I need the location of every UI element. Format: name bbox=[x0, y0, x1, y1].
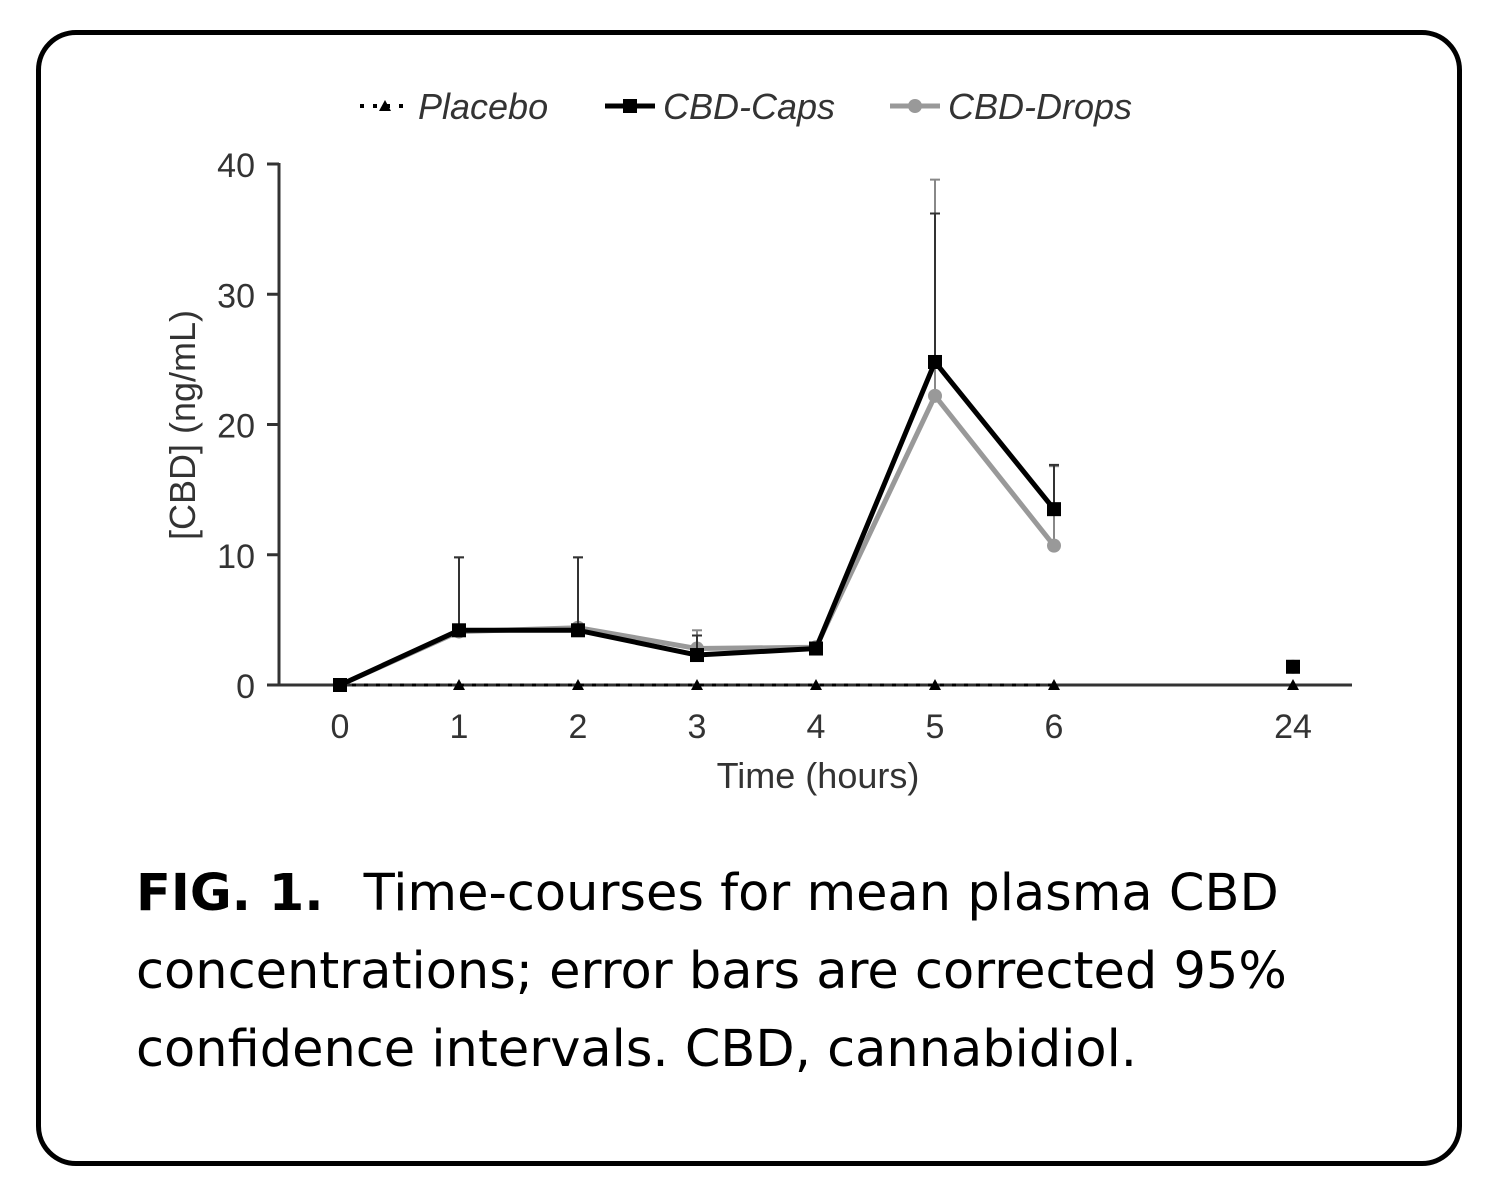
series-cbd-caps bbox=[333, 212, 1300, 692]
x-tick-label: 6 bbox=[1045, 708, 1064, 746]
data-point bbox=[928, 388, 942, 403]
x-tick-label: 5 bbox=[926, 708, 945, 746]
legend-label: CBD-Caps bbox=[663, 86, 835, 127]
x-tick-label: 3 bbox=[688, 708, 707, 746]
legend-label: CBD-Drops bbox=[948, 86, 1132, 127]
y-tick-label: 40 bbox=[217, 147, 255, 185]
legend-item-placebo: Placebo bbox=[360, 86, 548, 127]
y-tick-label: 10 bbox=[217, 538, 255, 576]
data-point bbox=[1048, 679, 1060, 690]
series-cbd-drops bbox=[333, 178, 1300, 692]
data-point bbox=[453, 679, 465, 690]
figure-caption: FIG. 1. Time-courses for mean plasma CBD … bbox=[136, 855, 1336, 1089]
data-point bbox=[1047, 538, 1061, 553]
legend-label: Placebo bbox=[418, 86, 548, 127]
data-point bbox=[929, 679, 941, 690]
legend-item-cbd-drops: CBD-Drops bbox=[890, 86, 1132, 127]
x-tick-label: 0 bbox=[331, 708, 350, 746]
chart-axes bbox=[277, 163, 1352, 687]
x-tick-label: 4 bbox=[807, 708, 826, 746]
data-point bbox=[1047, 502, 1061, 517]
data-point bbox=[1287, 679, 1299, 690]
data-point bbox=[452, 623, 466, 638]
legend-swatch-marker bbox=[623, 99, 637, 113]
data-point bbox=[928, 354, 942, 369]
series-placebo bbox=[334, 679, 1299, 690]
data-point bbox=[691, 679, 703, 690]
y-tick-label: 20 bbox=[217, 408, 255, 446]
chart-legend: Placebo CBD-Caps CBD-Drops bbox=[360, 86, 1132, 127]
y-tick-label: 0 bbox=[236, 668, 255, 706]
caption-text: Time-courses for mean plasma CBD concent… bbox=[136, 864, 1287, 1079]
x-axis-label: Time (hours) bbox=[717, 755, 920, 796]
legend-item-cbd-caps: CBD-Caps bbox=[605, 86, 835, 127]
y-axis-label: [CBD] (ng/mL) bbox=[162, 310, 203, 540]
data-point bbox=[1286, 659, 1300, 674]
data-point bbox=[690, 648, 704, 663]
x-tick-label: 24 bbox=[1274, 708, 1312, 746]
legend-swatch-marker bbox=[379, 100, 391, 111]
data-point bbox=[334, 679, 346, 690]
figure-frame bbox=[36, 30, 1462, 1166]
data-point bbox=[809, 641, 823, 656]
x-tick-label: 1 bbox=[450, 708, 469, 746]
y-tick-group: 0 10 20 30 40 bbox=[217, 147, 279, 706]
data-point bbox=[571, 623, 585, 638]
data-point bbox=[572, 679, 584, 690]
cbd-time-course-chart: Placebo CBD-Caps CBD-Drops 0 10 20 30 40 0 1 2 3 4… bbox=[162, 86, 1352, 796]
figure-label: FIG. 1. bbox=[136, 864, 324, 923]
y-tick-label: 30 bbox=[217, 277, 255, 315]
x-tick-group: 0 1 2 3 4 5 6 24 bbox=[331, 708, 1312, 746]
series-group bbox=[333, 178, 1300, 692]
legend-swatch-marker bbox=[908, 99, 922, 113]
x-tick-label: 2 bbox=[569, 708, 588, 746]
data-point bbox=[810, 679, 822, 690]
